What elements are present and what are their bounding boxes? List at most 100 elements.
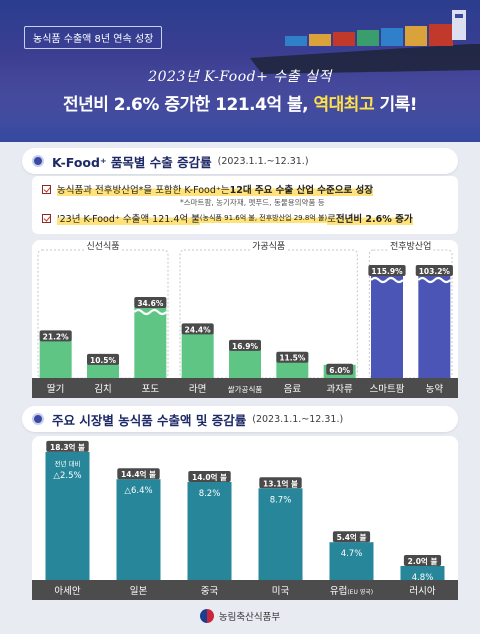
bar-value-label: 10.5% [90,356,117,365]
first-bar-note: 전년 대비 [43,320,69,329]
chart-panel-items: 신선식품 가공식품 전후방산업 21.2% 딸기 10.5% 김치 34.6% 포도 24.4% 라… [32,240,458,398]
headline-suffix: 기록! [374,95,418,115]
bar-value-label: 103.2% [419,267,451,276]
ministry-name: 농림축산식품부 [218,612,281,623]
bar [258,488,303,580]
chart-panel-markets: 18.3억 불 △2.5% 아세안 14.4억 불 △6.4% 일본 14.0억 불 8.2%… [32,436,458,600]
bar-value-label: 6.0% [329,366,350,375]
bar-value-label: 21.2% [43,332,70,341]
section-title-markets: 주요 시장별 농식품 수출액 및 증감률 (2023.1.1.~12.31.) [22,406,458,432]
headline-highlight: 역대최고 [313,95,375,115]
bar-value-label-bg [326,363,354,375]
export-value-label: 13.1억 불 [263,478,298,488]
category-label: 스마트팜 [370,384,405,395]
category-label: 과자류 [327,384,353,395]
items-bar-chart: 신선식품 가공식품 전후방산업 21.2% 딸기 10.5% 김치 34.6% 포도 24.4% 라… [32,240,458,398]
axis-break-wave [133,308,168,316]
category-label: 음료 [284,384,302,395]
category-label: 농약 [426,383,444,395]
bar-value-label-bg [134,297,167,308]
bar [45,451,90,580]
header-banner: 농식품 수출액 8년 연속 성장 2023년 K-Food+ 수출 실적 전년비… [0,0,480,142]
bar [187,482,232,580]
note-breakdown: (농식품 91.6억 불, 전후방산업 29.8억 불) [199,213,328,223]
export-value-label: 14.4억 불 [121,469,156,479]
bar-value-label: 24.4% [185,325,212,334]
x-axis-band [32,378,458,398]
note-text-connector: 로 [327,211,336,225]
headline-text: 전년비 2.6% 증가한 121.4억 불, [62,95,314,115]
category-label: 유럽(EU 영국) [330,586,373,597]
category-suffix: (EU 영국) [347,588,373,596]
category-label: 딸기 [47,383,64,395]
growth-rate-label: △6.4% [124,486,152,496]
x-axis-band [32,580,458,600]
note-text: 농식품과 전후방산업*을 포함한 K-Food⁺는 [57,182,230,196]
growth-rate-label: 4.7% [341,549,363,559]
hero-headline: 전년비 2.6% 증가한 121.4억 불, 역대최고 기록! [0,90,480,115]
bullet-icon [32,155,44,167]
section-heading: K-Food⁺ 품목별 수출 증감률 [52,154,212,170]
hero-subtitle: 2023년 K-Food+ 수출 실적 [148,69,332,85]
group-box [179,249,358,379]
bar-value-label-bg [229,339,261,351]
note-line-2: '23년 K-Food⁺ 수출액 121.4억 불 (농식품 91.6억 불, 전… [42,211,448,225]
growth-rate-label: 8.2% [199,489,221,499]
growth-rate-label: 8.7% [270,495,292,505]
category-label: 포도 [142,384,160,395]
bar-value-label: 34.6% [137,299,164,308]
bar-value-label-bg [415,265,453,276]
group-label: 전후방산업 [390,241,431,252]
export-value-label-bg [259,477,302,489]
growth-rate-label: △2.5% [53,471,81,481]
section-heading: 주요 시장별 농식품 수출액 및 증감률 [52,412,247,428]
export-value-label: 18.3억 불 [50,442,85,452]
category-label: 라면 [189,384,206,395]
category-label: 미국 [272,586,290,597]
section-title-items: K-Food⁺ 품목별 수출 증감률 (2023.1.1.~12.31.) [22,148,458,174]
group-label: 신선식품 [86,241,119,252]
bar-value-label-bg [181,323,214,335]
bar-value-label: 16.9% [232,342,259,351]
bar-value-label-bg [368,265,406,276]
export-value-label: 14.0억 불 [192,472,227,482]
export-value-label-bg [46,440,89,452]
bar-value-label-bg [39,330,72,342]
export-value-label: 5.4억 불 [337,532,367,542]
category-label: 러시아 [409,586,435,597]
growth-rate-label: 4.8% [412,573,434,583]
section-period: (2023.1.1.~12.31.) [252,413,344,425]
category-label: 쌀가공식품 [228,385,263,394]
footer: 농림축산식품부 [0,606,480,626]
export-value-label-bg [403,555,442,566]
category-label: 아세안 [54,586,80,597]
section-period: (2023.1.1.~12.31.) [217,155,309,167]
group-box [37,249,169,379]
export-value-label-bg [117,468,160,480]
bar [400,566,445,580]
note-emphasis: 12대 주요 수출 산업 수준으로 성장 [229,182,374,196]
export-value-label: 2.0억 불 [408,556,438,566]
note-emphasis: 전년비 2.6% 증가 [335,211,413,225]
bar [371,266,403,378]
category-label: 김치 [94,383,111,395]
category-label: 일본 [130,586,148,597]
export-value-label-bg [188,471,231,482]
checkbox-icon [42,184,51,194]
first-bar-note: 전년 대비 [55,459,81,468]
bar [116,479,161,580]
axis-break-wave [370,276,404,284]
export-value-label-bg [332,531,371,543]
note-line-1: 농식품과 전후방산업*을 포함한 K-Food⁺는 12대 주요 수출 산업 수… [42,182,448,196]
bar [418,266,451,378]
bar-value-label-bg [276,351,309,363]
axis-break-wave [417,276,452,284]
note-footnote: *스마트팜, 농기자재, 펫푸드, 동물용의약품 등 [180,198,325,207]
summary-notes: 농식품과 전후방산업*을 포함한 K-Food⁺는 12대 주요 수출 산업 수… [32,176,458,234]
checkbox-icon [42,213,51,223]
note-text: '23년 K-Food⁺ 수출액 121.4억 불 [57,211,200,225]
bar-value-label: 11.5% [279,354,306,363]
markets-bar-chart: 18.3억 불 △2.5% 아세안 14.4억 불 △6.4% 일본 14.0억 불 8.2%… [32,440,458,600]
bar-value-label-bg [87,353,119,365]
government-emblem-icon [199,609,214,623]
